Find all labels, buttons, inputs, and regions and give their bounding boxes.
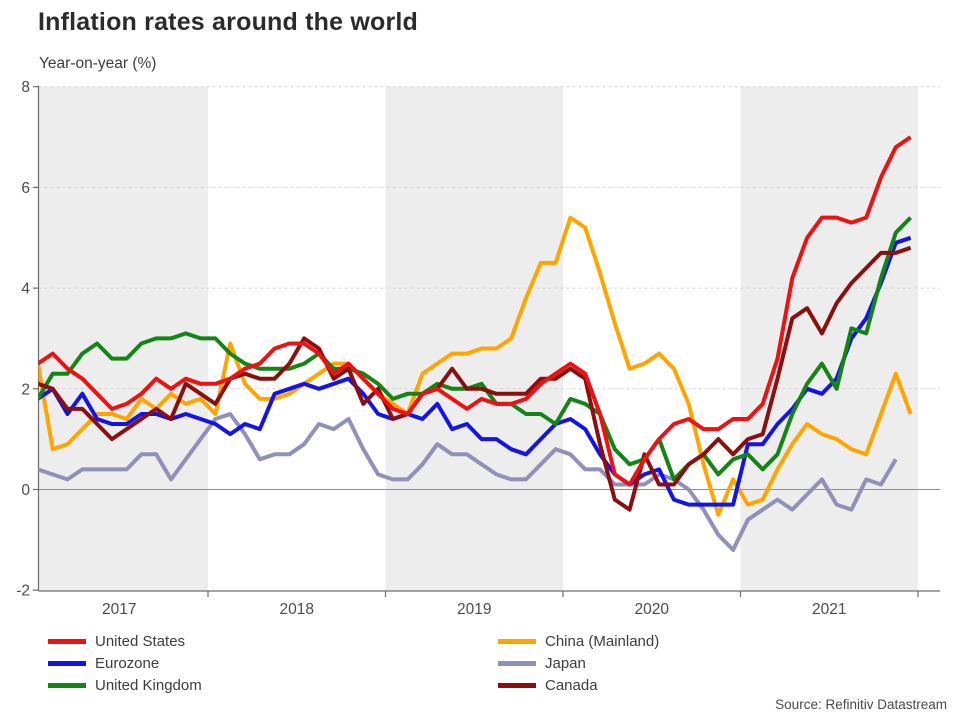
x-tick-label: 2019 <box>457 601 491 618</box>
legend-swatch-eurozone <box>48 660 86 666</box>
legend-column-left: United States Eurozone United Kingdom <box>48 630 202 696</box>
source-attribution: Source: Refinitiv Datastream <box>775 697 947 712</box>
series-line-united-kingdom <box>38 216 913 482</box>
series-line-canada <box>38 245 912 512</box>
legend-item-eurozone: Eurozone <box>48 652 202 674</box>
series-line-united-states <box>38 135 912 487</box>
x-tick-label: 2017 <box>102 601 136 618</box>
y-tick-label: 8 <box>21 79 30 96</box>
legend-swatch-japan <box>498 660 536 666</box>
series-line-china-mainland <box>38 215 913 517</box>
legend-swatch-china <box>498 638 536 644</box>
year-band <box>385 86 563 591</box>
x-tick-label: 2018 <box>280 601 314 618</box>
year-band <box>740 86 918 591</box>
y-tick-label: 4 <box>21 281 30 298</box>
x-tick-label: 2021 <box>812 601 846 618</box>
legend-label-canada: Canada <box>545 676 598 694</box>
legend-swatch-canada <box>498 682 536 688</box>
y-tick-label: 2 <box>21 381 30 398</box>
legend-swatch-united-kingdom <box>48 682 86 688</box>
legend-column-right: China (Mainland) Japan Canada <box>498 630 659 696</box>
legend-label-eurozone: Eurozone <box>95 654 160 672</box>
legend-item-united-states: United States <box>48 630 202 652</box>
legend-item-united-kingdom: United Kingdom <box>48 674 202 696</box>
legend-item-japan: Japan <box>498 652 659 674</box>
year-band <box>38 86 208 591</box>
legend-label-japan: Japan <box>545 654 586 672</box>
y-tick-label: -2 <box>16 583 30 600</box>
series-line-japan <box>38 412 898 552</box>
x-tick-label: 2020 <box>635 601 670 618</box>
y-tick-label: 6 <box>21 180 30 197</box>
chart-title: Inflation rates around the world <box>38 8 419 36</box>
legend-item-canada: Canada <box>498 674 659 696</box>
y-tick-label: 0 <box>21 482 30 499</box>
chart-subtitle: Year-on-year (%) <box>39 55 157 72</box>
legend-label-united-states: United States <box>95 632 186 650</box>
legend-label-china: China (Mainland) <box>545 632 660 650</box>
series-line-eurozone <box>38 235 912 507</box>
legend-label-united-kingdom: United Kingdom <box>95 676 202 694</box>
legend-item-china: China (Mainland) <box>498 630 659 652</box>
legend-swatch-united-states <box>48 638 86 644</box>
